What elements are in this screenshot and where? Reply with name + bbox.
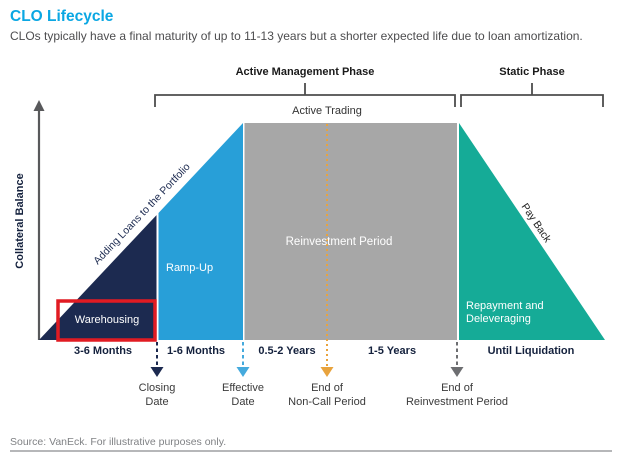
warehousing-label: Warehousing bbox=[74, 314, 140, 326]
static-phase-bracket bbox=[460, 94, 604, 107]
source-note: Source: VanEck. For illustrative purpose… bbox=[10, 436, 227, 448]
active-management-phase-label: Active Management Phase bbox=[235, 66, 375, 78]
y-axis-label: Collateral Balance bbox=[14, 173, 26, 269]
end-reinvestment-line1: End of bbox=[441, 382, 473, 394]
duration-reinvestment-second: 1-5 Years bbox=[367, 345, 417, 357]
closing-date-arrowhead-icon bbox=[150, 367, 164, 377]
duration-reinvestment-first: 0.5-2 Years bbox=[258, 345, 316, 357]
reinvestment-end-arrowhead-icon bbox=[450, 367, 464, 377]
effective-date-label: Effective Date bbox=[183, 381, 303, 409]
end-reinvestment-line2: Reinvestment Period bbox=[405, 396, 509, 408]
effective-date-arrowhead-icon bbox=[236, 367, 250, 377]
reinvestment-period-label: Reinvestment Period bbox=[285, 236, 393, 248]
effective-date-line2: Date bbox=[231, 396, 255, 408]
repayment-label-line1: Repayment and bbox=[466, 300, 544, 312]
repayment-label-line2: Deleveraging bbox=[466, 313, 531, 325]
duration-ramp-up: 1-6 Months bbox=[166, 345, 226, 357]
end-non-call-line2: Non-Call Period bbox=[288, 396, 366, 408]
non-call-arrowhead-icon bbox=[320, 367, 334, 377]
repayment-label: Repayment and Deleveraging bbox=[466, 300, 544, 326]
duration-warehousing: 3-6 Months bbox=[73, 345, 133, 357]
ramp-up-trapezoid bbox=[158, 123, 243, 340]
end-non-call-line1: End of bbox=[311, 382, 343, 394]
page-subtitle: CLOs typically have a final maturity of … bbox=[10, 29, 583, 43]
ramp-up-label: Ramp-Up bbox=[166, 262, 214, 274]
effective-date-line1: Effective bbox=[222, 382, 264, 394]
closing-date-label: Closing Date bbox=[97, 381, 217, 409]
warehousing-triangle bbox=[39, 215, 157, 340]
repayment-triangle bbox=[459, 123, 605, 340]
active-trading-label: Active Trading bbox=[292, 105, 362, 117]
end-non-call-label: End of Non-Call Period bbox=[257, 381, 397, 409]
warehousing-highlight-box bbox=[56, 299, 157, 342]
page-title: CLO Lifecycle bbox=[10, 8, 114, 25]
y-axis-arrowhead-icon bbox=[33, 100, 45, 111]
static-phase-label: Static Phase bbox=[499, 66, 565, 78]
duration-repayment: Until Liquidation bbox=[487, 345, 575, 357]
end-reinvestment-label: End of Reinvestment Period bbox=[377, 381, 537, 409]
closing-date-line1: Closing bbox=[138, 382, 176, 394]
closing-date-line2: Date bbox=[145, 396, 169, 408]
reinvestment-rect bbox=[244, 123, 457, 340]
